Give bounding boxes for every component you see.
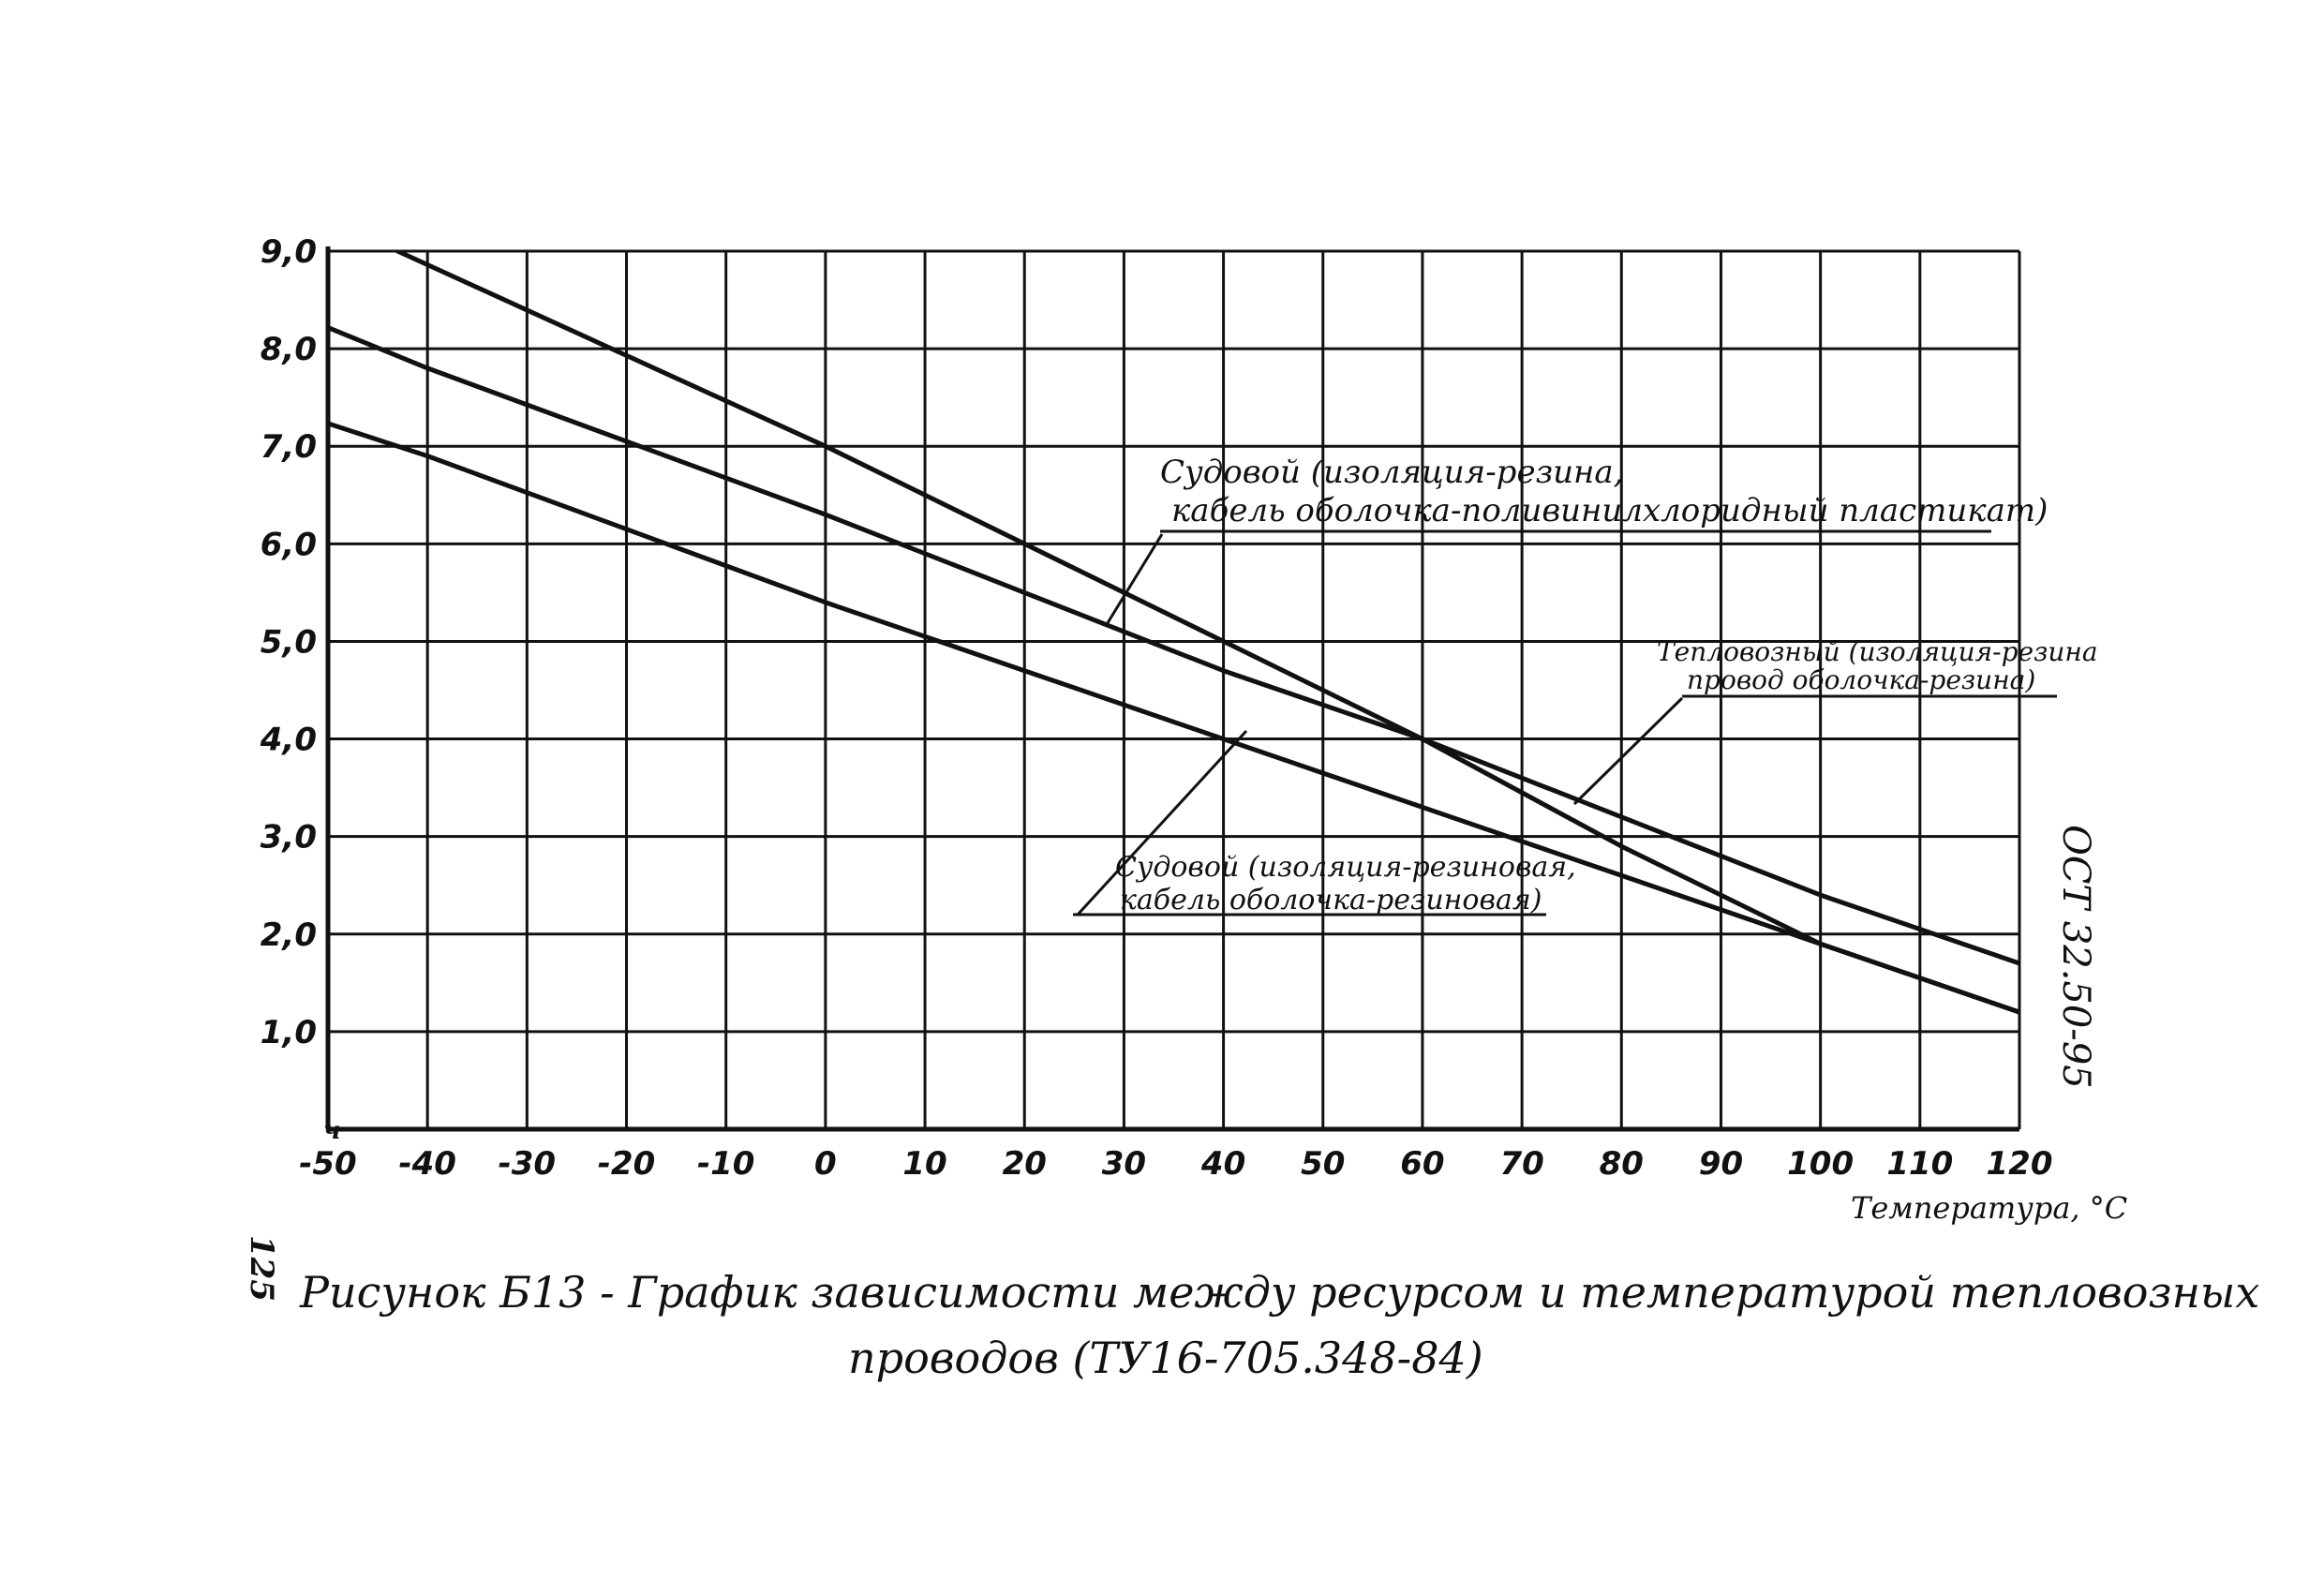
annotation-sudovoy-rubber: Судовой (изоляция-резиновая, кабель обол…	[1073, 729, 1576, 916]
annotation-sudovoy-pvc: Судовой (изоляция-резина, кабель оболочк…	[1104, 454, 2048, 627]
annotation-sudovoy-pvc-line2: кабель оболочка-поливинилхлоридный пласт…	[1171, 492, 2048, 529]
annotation-sudovoy-rubber-leader	[1076, 729, 1248, 916]
x-tick-label: -40	[398, 1145, 455, 1183]
y-tick-label: 1,0	[261, 1014, 317, 1051]
y-tick-label: 5,0	[261, 623, 317, 661]
grid	[326, 249, 2021, 1129]
caption-line2: проводов (ТУ16-705.348-84)	[848, 1333, 1483, 1383]
y-tick-label: 4,0	[260, 722, 317, 759]
y-tick-label: 9,0	[261, 233, 317, 271]
x-tick-label: 90	[1699, 1145, 1743, 1183]
x-tick-label: 110	[1886, 1145, 1953, 1183]
y-tick-label: 3,0	[261, 819, 317, 857]
x-tick-label: 70	[1499, 1145, 1543, 1183]
x-tick-label: -30	[499, 1145, 556, 1183]
x-axis-label: Температура, °С	[1851, 1190, 2127, 1226]
x-tick-label: 50	[1301, 1145, 1345, 1183]
x-tick-label: 80	[1600, 1145, 1644, 1183]
x-tick-label: -50	[299, 1145, 356, 1183]
x-tick-label: 40	[1200, 1145, 1245, 1183]
axes	[325, 246, 2019, 1132]
y-tick-label: 2,0	[261, 916, 317, 954]
annotation-sudovoy-rubber-line2: кабель оболочка-резиновая)	[1120, 884, 1542, 916]
annotation-sudovoy-rubber-line1: Судовой (изоляция-резиновая,	[1115, 851, 1576, 884]
annotation-sudovoy-pvc-leader	[1104, 533, 1164, 627]
x-tick-label: -10	[697, 1145, 754, 1183]
x-tick-label: 20	[1003, 1145, 1047, 1183]
annotation-teplovozny-line2: провод оболочка-резина)	[1687, 664, 2035, 695]
y-tick-label: 8,0	[261, 331, 317, 368]
caption-line1: Рисунок Б13 - График зависимости между р…	[299, 1267, 2259, 1318]
x-tick-label: 100	[1787, 1145, 1854, 1183]
annotation-sudovoy-pvc-line1: Судовой (изоляция-резина,	[1160, 454, 1623, 491]
series-line-3	[328, 421, 2019, 1015]
annotation-teplovozny: Тепловозный (изоляция-резина провод обол…	[1572, 636, 2098, 806]
x-tick-label: 0	[814, 1145, 837, 1183]
page-number: 125	[243, 1235, 280, 1302]
x-tick-label: -20	[598, 1145, 655, 1183]
x-tick-label: 60	[1400, 1145, 1444, 1183]
x-tick-label: 10	[902, 1145, 946, 1183]
side-document-label: ОСТ 32.50-95	[2054, 825, 2097, 1089]
x-tick-label: 120	[1987, 1145, 2053, 1183]
x-tick-label: 30	[1102, 1145, 1146, 1183]
tick-labels: -50 -40 -30 -20 -10 0 10 20 30 40 50 60 70 80 90 100 110…	[260, 233, 2053, 1183]
series-line-2	[328, 324, 2019, 966]
y-tick-label: 7,0	[261, 428, 317, 466]
axis-corner-label: ч	[323, 1117, 341, 1145]
y-tick-label: 6,0	[261, 526, 317, 563]
series-lines	[328, 251, 2019, 1015]
annotation-teplovozny-line1: Тепловозный (изоляция-резина	[1657, 636, 2098, 667]
annotation-teplovozny-leader	[1572, 696, 1684, 806]
